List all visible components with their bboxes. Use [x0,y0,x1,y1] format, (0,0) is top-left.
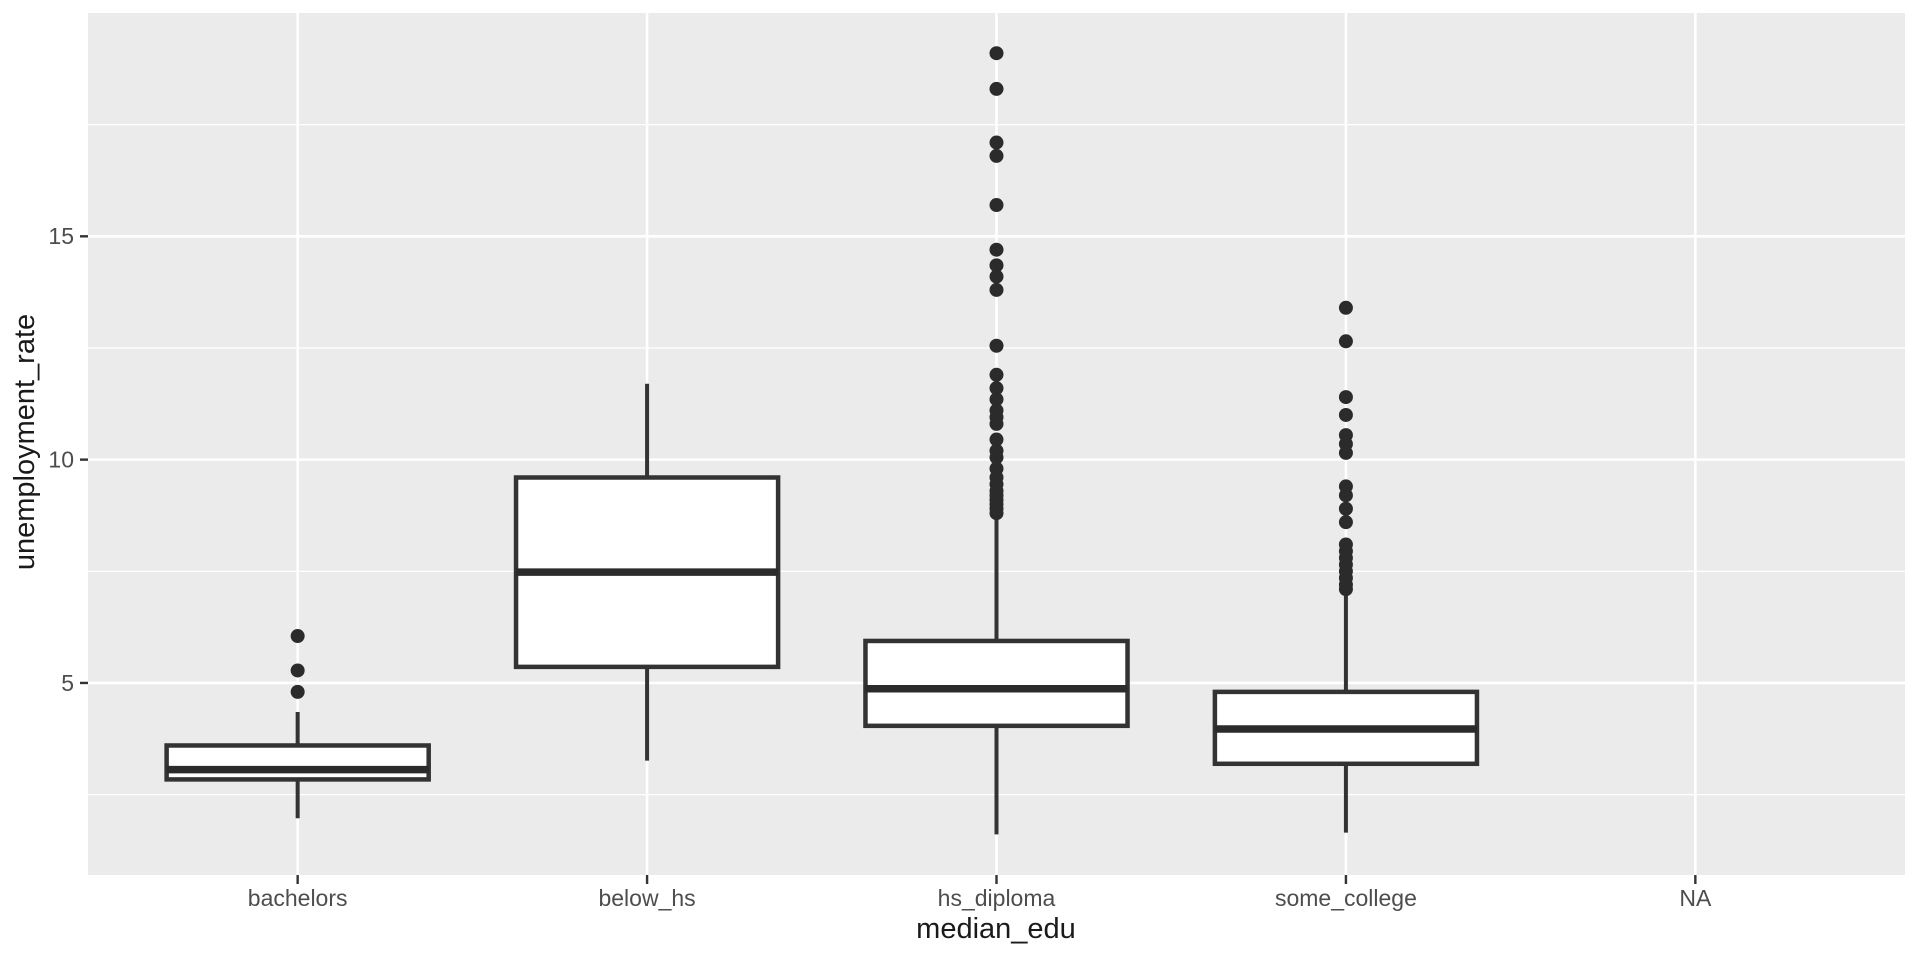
outlier-point-hs_diploma-23 [989,198,1004,213]
outlier-point-hs_diploma-10 [989,443,1004,458]
axis-tick-marks [80,235,1697,884]
outlier-point-hs_diploma-25 [989,135,1004,150]
outlier-point-some_college-9 [1338,501,1353,516]
outlier-point-bachelors-0 [290,684,305,699]
axis-tick-labels: 5 10 15 bachelors below_hs hs_diploma some_col… [48,223,1712,911]
boxplot-some_college [1212,300,1480,833]
y-axis-title: unemployment_rate [9,314,41,570]
boxplot-hs_diploma [863,46,1130,835]
iqr-box-hs_diploma [863,638,1130,729]
outlier-point-some_college-15 [1338,407,1353,422]
outlier-point-bachelors-1 [290,663,305,678]
x-tick-label-hs_diploma: hs_diploma [938,885,1056,911]
outlier-point-hs_diploma-15 [989,392,1004,407]
boxplot-geoms [164,46,1480,835]
outlier-point-some_college-17 [1338,334,1353,349]
outlier-point-bachelors-2 [290,629,305,644]
x-tick-label-bachelors: bachelors [248,885,348,911]
outlier-point-hs_diploma-21 [989,258,1004,273]
outlier-point-hs_diploma-27 [989,46,1004,61]
x-tick-label-NA: NA [1679,885,1712,911]
outlier-point-hs_diploma-16 [989,381,1004,396]
boxplot-bachelors [164,629,431,819]
outlier-point-some_college-11 [1338,479,1353,494]
outlier-point-hs_diploma-8 [989,461,1004,476]
iqr-box-bachelors [164,743,431,782]
outlier-point-some_college-18 [1338,300,1353,315]
outlier-point-hs_diploma-17 [989,367,1004,382]
x-tick-label-below_hs: below_hs [598,885,695,911]
y-tick-label-10: 10 [48,446,74,472]
outlier-point-hs_diploma-26 [989,81,1004,96]
outlier-point-hs_diploma-19 [989,282,1004,297]
outlier-point-hs_diploma-14 [989,403,1004,418]
x-axis-title: median_edu [916,913,1076,945]
outlier-point-hs_diploma-20 [989,269,1004,284]
outlier-point-some_college-7 [1338,537,1353,552]
outlier-point-hs_diploma-11 [989,432,1004,447]
outlier-point-hs_diploma-22 [989,242,1004,257]
outlier-point-some_college-16 [1338,390,1353,405]
outlier-point-some_college-8 [1338,515,1353,530]
outlier-point-some_college-14 [1338,428,1353,443]
boxplot-below_hs [513,383,781,761]
x-tick-label-some_college: some_college [1275,885,1417,911]
y-tick-label-5: 5 [61,670,74,696]
outlier-point-hs_diploma-18 [989,338,1004,353]
y-tick-label-15: 15 [48,223,74,249]
outlier-point-hs_diploma-24 [989,148,1004,163]
